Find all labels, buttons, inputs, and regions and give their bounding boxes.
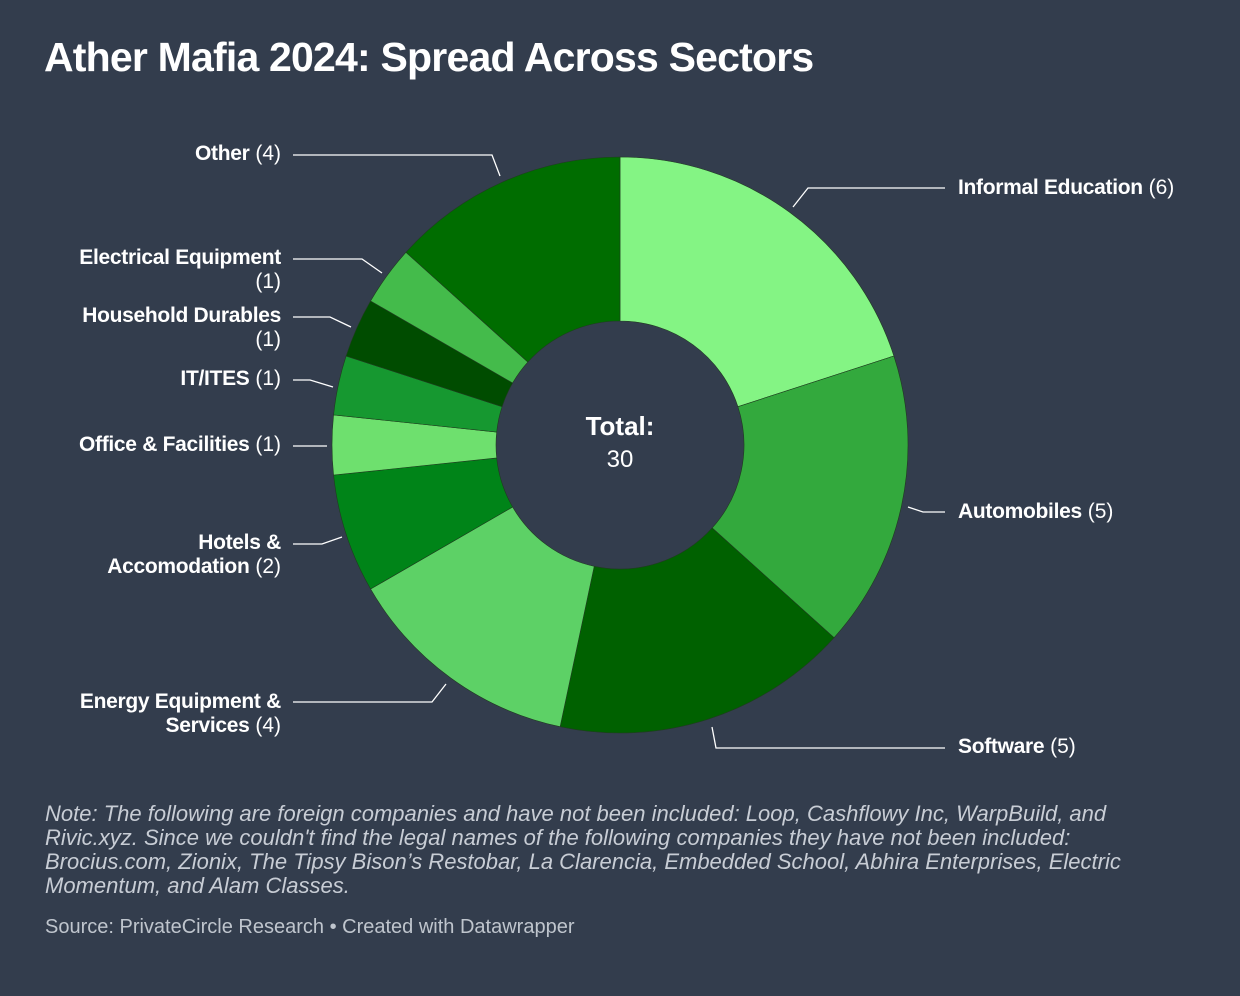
source-text: Source: PrivateCircle Research — [45, 916, 324, 938]
footer-separator: • — [329, 916, 337, 938]
leader-lines — [293, 154, 945, 749]
chart-title: Ather Mafia 2024: Spread Across Sectors — [44, 34, 814, 80]
leader-line-hotels-and-accomodation — [293, 536, 343, 545]
slice-label-household-durables: Household Durables (1) — [82, 304, 281, 351]
chart-footer: Source: PrivateCircle Research • Created… — [45, 916, 574, 939]
leader-line-energy-equipment-and-services — [293, 683, 447, 703]
slice-label-electrical-equipment: Electrical Equipment (1) — [79, 246, 281, 293]
slice-label-informal-education: Informal Education (6) — [958, 176, 1174, 199]
donut-slices — [331, 156, 909, 734]
leader-line-software — [711, 726, 945, 749]
slice-energy-equipment-and-services — [370, 506, 595, 728]
leader-line-household-durables — [293, 316, 352, 328]
slice-informal-education — [619, 156, 895, 408]
slice-other — [405, 156, 621, 363]
center-total-label: Total: — [586, 411, 655, 441]
leader-line-electrical-equipment — [293, 258, 383, 274]
slice-label-office-and-facilities: Office & Facilities (1) — [79, 433, 281, 456]
leader-line-other — [293, 154, 501, 177]
center-total-value: 30 — [607, 446, 634, 473]
slice-labels: Informal Education (6) Automobiles (5) Sof… — [79, 142, 1174, 758]
slice-automobiles — [711, 355, 909, 639]
slice-label-it-ites: IT/ITES (1) — [180, 367, 281, 390]
chart-note: Note: The following are foreign companie… — [45, 801, 1121, 898]
slice-label-energy-equipment-and-services: Energy Equipment & Services (4) — [80, 690, 281, 737]
slice-label-hotels-and-accomodation: Hotels & Accomodation (2) — [107, 531, 281, 578]
credit-text: Created with Datawrapper — [342, 916, 575, 938]
leader-line-informal-education — [792, 187, 945, 208]
slice-label-other: Other (4) — [195, 142, 281, 165]
slice-label-automobiles: Automobiles (5) — [958, 500, 1113, 523]
slice-label-software: Software (5) — [958, 735, 1076, 758]
slice-software — [559, 527, 835, 734]
leader-line-it-ites — [293, 379, 334, 388]
leader-line-automobiles — [907, 506, 945, 513]
